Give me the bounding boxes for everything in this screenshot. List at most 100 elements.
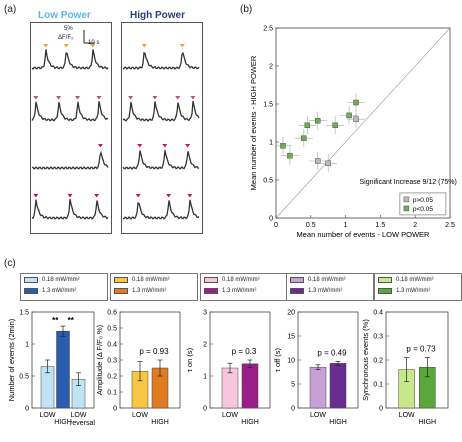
calcium-trace [122, 150, 200, 170]
p-value-annotation: p = 0.93 [139, 347, 169, 356]
legend-box-synchronous: 0.18 mW/mm² 1.3 mW/mm² [374, 273, 462, 301]
category-label: LOW [40, 412, 56, 419]
y-axis-label: τ off (s) [273, 347, 282, 372]
peak-marker [90, 44, 96, 48]
peak-marker [175, 96, 181, 100]
y-axis-label: Amplitude (Δ F/F₀ %) [95, 324, 104, 395]
y-tick-label: 0.4 [373, 310, 383, 317]
y-tick-label: 0.2 [107, 374, 117, 381]
peak-marker [162, 144, 168, 148]
category-label: LOW [222, 412, 238, 419]
bar-plot-area [297, 311, 359, 409]
bar [329, 363, 347, 409]
legend-swatch-low [114, 277, 128, 283]
legend-low-label: 0.18 mW/mm² [42, 277, 80, 283]
scatter-point [280, 143, 286, 149]
scatter-chart: 0 0.5 1 1.5 2 2.5 0 0.5 1 1.5 2 2.5 Mean number of e… [249, 26, 457, 240]
bar [241, 363, 259, 409]
category-label: LOW [132, 412, 148, 419]
y-tick-label: 2 [203, 342, 207, 349]
high-power-title: High Power [130, 10, 186, 21]
category-label: HIGH [54, 419, 72, 426]
category-label: LOW [399, 412, 415, 419]
y-axis-label: Synchronous events (%) [361, 319, 370, 401]
peak-marker [33, 96, 39, 100]
peak-marker [94, 194, 100, 198]
peak-marker [166, 194, 172, 198]
x-tick-label: 1.5 [376, 222, 386, 229]
scatter-point [353, 99, 359, 106]
category-label: LOW [310, 412, 326, 419]
y-tick-label: 2.5 [263, 26, 273, 33]
panel-label-b: (b) [240, 4, 253, 15]
y-tick-label: 1 [269, 140, 273, 147]
peak-marker [56, 96, 62, 100]
legend-box-tau-off: 0.18 mW/mm² 1.3 mW/mm² [286, 273, 374, 301]
p-value-annotation: p = 0.73 [406, 345, 436, 354]
peak-marker [128, 96, 134, 100]
peak-marker [63, 44, 69, 48]
y-tick-label: 15 [287, 334, 295, 341]
category-label: HIGH [329, 419, 347, 426]
peak-marker [152, 96, 158, 100]
category-label: LOW [71, 412, 87, 419]
y-tick-label: 0 [379, 406, 383, 413]
y-tick-label: 0 [25, 406, 29, 413]
category-label: HIGH [419, 419, 437, 426]
bar [309, 366, 327, 409]
legend-swatch-high [24, 288, 38, 294]
scatter-point [315, 117, 321, 124]
calcium-trace [122, 100, 200, 122]
legend-swatch-low [204, 277, 218, 283]
legend-low-label: 0.18 mW/mm² [222, 277, 260, 283]
legend-swatch-low [24, 277, 38, 283]
legend-swatch-high [204, 288, 218, 294]
trace-layer [31, 44, 200, 220]
y-tick-label: 1.5 [263, 102, 273, 109]
y-axis-label: Number of events (2min) [7, 318, 16, 401]
legend-box-tau-on: 0.18 mW/mm² 1.3 mW/mm² [200, 273, 288, 301]
y-tick-label: 0 [269, 216, 273, 223]
legend-swatch-high [378, 288, 392, 294]
legend-marker [403, 205, 410, 212]
y-tick-label: 0.1 [107, 390, 117, 397]
scatter-point [325, 160, 331, 167]
calcium-trace [122, 51, 200, 70]
y-tick-label: 1 [25, 342, 29, 349]
p-value-annotation: p = 0.49 [317, 348, 347, 357]
scatter-point [353, 116, 359, 122]
legend-high-label: 1.3 mW/mm² [396, 288, 431, 294]
bar [56, 330, 70, 409]
peak-marker [67, 194, 73, 198]
x-tick-label: 1 [344, 222, 348, 229]
legend-high-label: 1.3 mW/mm² [222, 288, 257, 294]
peak-marker [190, 96, 196, 100]
legend-low-label: 0.18 mW/mm² [308, 277, 346, 283]
calcium-traces [31, 30, 200, 220]
peak-marker [137, 144, 143, 148]
y-axis-label: Mean number of events - HIGH POWER [249, 55, 258, 190]
peak-marker [33, 194, 39, 198]
legend-high-label: 1.3 mW/mm² [308, 288, 343, 294]
y-tick-label: 0 [291, 406, 295, 413]
scale-bar-unit: ΔF/F₀ [58, 35, 74, 41]
peak-marker [179, 44, 185, 48]
y-tick-label: 0.3 [107, 358, 117, 365]
bar [221, 367, 239, 409]
y-tick-label: 0.5 [107, 326, 117, 333]
scatter-point [315, 158, 321, 164]
peak-marker [135, 194, 141, 198]
legend-label: p<0.05 [413, 206, 433, 213]
peak-marker [185, 144, 191, 148]
scatter-point [304, 122, 311, 129]
scatter-point [287, 152, 293, 159]
legend-swatch-low [290, 277, 304, 283]
y-tick-label: 1.5 [19, 310, 29, 317]
bar-plot-area [209, 311, 271, 409]
legend-swatch-high [290, 288, 304, 294]
